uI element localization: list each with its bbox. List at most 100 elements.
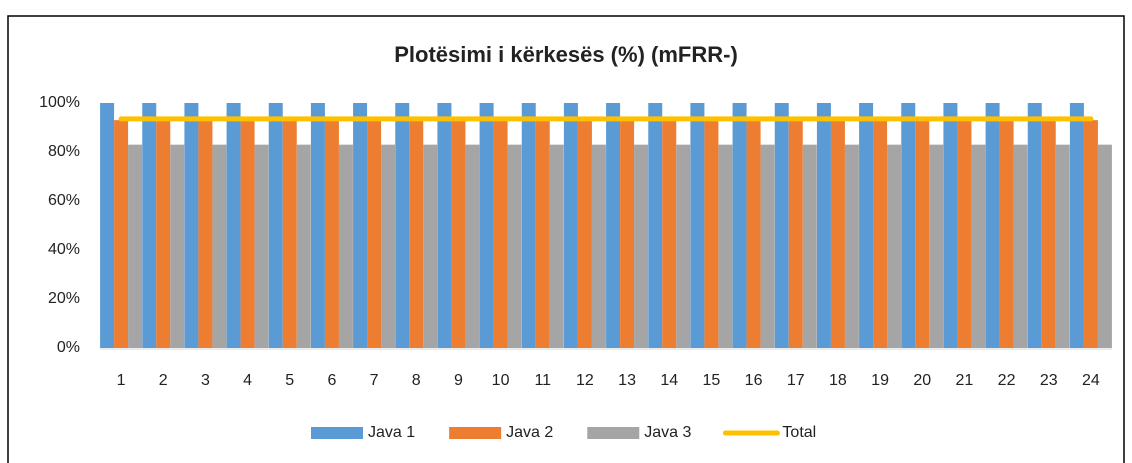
legend-label: Java 3 [644, 424, 691, 441]
bar [142, 103, 157, 348]
x-tick-label: 23 [1040, 372, 1058, 389]
x-tick-label: 5 [285, 372, 294, 389]
bar [507, 144, 522, 348]
bar [465, 144, 480, 348]
bar [620, 120, 635, 349]
bar [760, 144, 775, 348]
bar [690, 103, 705, 348]
bar [1027, 103, 1042, 348]
x-tick-label: 3 [201, 372, 210, 389]
bar [254, 144, 269, 348]
x-tick-label: 11 [534, 372, 551, 389]
bar [535, 120, 550, 349]
bar [282, 120, 297, 349]
legend-label: Total [782, 424, 816, 441]
y-tick-label: 60% [48, 192, 80, 209]
bar [943, 103, 958, 348]
bar [774, 103, 789, 348]
x-tick-label: 13 [618, 372, 636, 389]
y-tick-label: 20% [48, 290, 80, 307]
bar [676, 144, 691, 348]
bar [184, 103, 199, 348]
chart-title: Plotësimi i kërkesës (%) (mFRR-) [394, 42, 738, 67]
bar [901, 103, 916, 348]
legend-swatch [587, 427, 640, 439]
bar [957, 120, 972, 349]
x-tick-label: 20 [913, 372, 931, 389]
x-tick-label: 14 [660, 372, 678, 389]
bar [409, 120, 424, 349]
x-tick-label: 7 [370, 372, 379, 389]
bar [114, 120, 129, 349]
bar [816, 103, 831, 348]
x-tick-label: 4 [243, 372, 252, 389]
bar [704, 120, 719, 349]
bar [634, 144, 649, 348]
bar [985, 103, 1000, 348]
bar [381, 144, 396, 348]
bar [1083, 120, 1098, 349]
bar [844, 144, 859, 348]
bar [746, 120, 761, 349]
bar [493, 120, 508, 349]
bar [802, 144, 817, 348]
bar [479, 103, 494, 348]
bar [887, 144, 902, 348]
bar [830, 120, 845, 349]
legend-swatch [311, 427, 363, 439]
bar [1041, 120, 1056, 349]
x-tick-label: 12 [576, 372, 594, 389]
bar [423, 144, 438, 348]
bar [338, 144, 353, 348]
x-tick-label: 10 [492, 372, 510, 389]
bar [324, 120, 339, 349]
x-tick-label: 18 [829, 372, 847, 389]
x-tick-label: 15 [703, 372, 721, 389]
bar [100, 103, 115, 348]
bar [971, 144, 986, 348]
x-tick-label: 16 [745, 372, 763, 389]
x-tick-label: 2 [159, 372, 168, 389]
bar [577, 120, 592, 349]
bar [310, 103, 325, 348]
bar [563, 103, 578, 348]
bar [1055, 144, 1070, 348]
bar [718, 144, 733, 348]
x-tick-label: 9 [454, 372, 463, 389]
x-tick-label: 1 [117, 372, 126, 389]
y-tick-label: 40% [48, 241, 80, 258]
y-tick-label: 0% [57, 339, 80, 356]
legend-label: Java 1 [368, 424, 415, 441]
bar [999, 120, 1014, 349]
bar [873, 120, 888, 349]
bar [591, 144, 606, 348]
bar [929, 144, 944, 348]
bar [1069, 103, 1084, 348]
bar [648, 103, 663, 348]
bar [437, 103, 452, 348]
bar [296, 144, 311, 348]
bar [521, 103, 536, 348]
bar [915, 120, 930, 349]
bar [156, 120, 171, 349]
bar [240, 120, 255, 349]
y-tick-label: 100% [39, 94, 80, 111]
bar [198, 120, 213, 349]
bar [367, 120, 382, 349]
bar [268, 103, 283, 348]
legend-label: Java 2 [506, 424, 553, 441]
x-tick-label: 22 [998, 372, 1016, 389]
bar [353, 103, 368, 348]
bar [662, 120, 677, 349]
bar [128, 144, 143, 348]
x-tick-label: 6 [327, 372, 336, 389]
x-tick-label: 24 [1082, 372, 1100, 389]
bar [606, 103, 621, 348]
bar [549, 144, 564, 348]
x-tick-label: 8 [412, 372, 421, 389]
bar [1097, 144, 1112, 348]
bar [451, 120, 466, 349]
bar [226, 103, 241, 348]
bar [1013, 144, 1028, 348]
